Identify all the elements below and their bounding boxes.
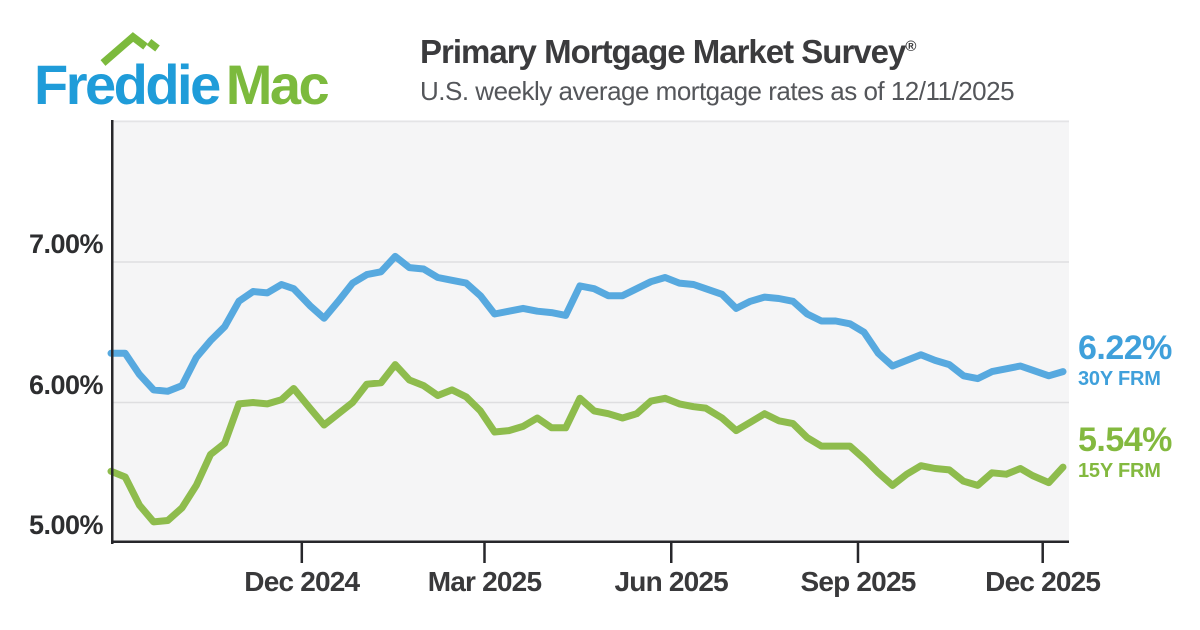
- series-name-30y: 30Y FRM: [1078, 368, 1161, 390]
- logo-word-mac: Mac: [225, 53, 330, 116]
- page-subtitle: U.S. weekly average mortgage rates as of…: [420, 76, 1015, 106]
- x-axis-label: Jun 2025: [614, 566, 729, 597]
- title-block: Primary Mortgage Market Survey® U.S. wee…: [420, 28, 1015, 106]
- x-axis-label: Mar 2025: [427, 566, 542, 597]
- rate-value-30y: 6.22%: [1078, 329, 1172, 367]
- registered-mark: ®: [905, 38, 916, 55]
- y-axis-label: 6.00%: [28, 369, 104, 400]
- page-title-text: Primary Mortgage Market Survey: [420, 33, 906, 70]
- rate-value-15y: 5.54%: [1078, 421, 1172, 459]
- roof-icon: [100, 32, 160, 66]
- logo-wordmark: Freddie Mac: [34, 57, 330, 113]
- chart-plot-area: [107, 120, 1069, 563]
- end-label-30y: 6.22% 30Y FRM: [1078, 329, 1172, 390]
- logo-word-freddie: Freddie: [34, 53, 221, 116]
- series-name-15y: 15Y FRM: [1078, 460, 1161, 482]
- freddiemac-logo: Freddie Mac: [34, 14, 404, 113]
- x-axis-label: Sep 2025: [800, 566, 916, 597]
- x-axis-label: Dec 2024: [244, 566, 360, 597]
- end-label-15y: 5.54% 15Y FRM: [1078, 421, 1172, 482]
- y-axis-label: 5.00%: [28, 510, 104, 540]
- x-axis-label: Dec 2025: [985, 566, 1101, 597]
- page-title: Primary Mortgage Market Survey®: [420, 28, 1014, 71]
- y-axis-label: 7.00%: [28, 229, 104, 259]
